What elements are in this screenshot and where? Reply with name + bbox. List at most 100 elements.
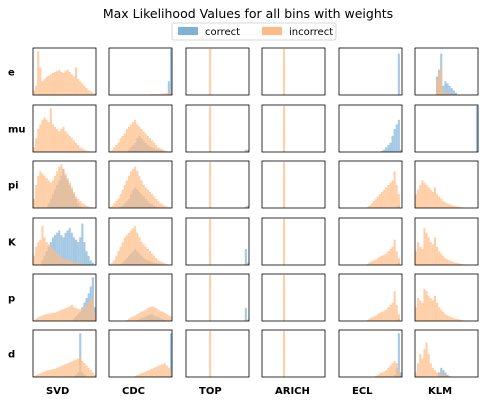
bar-incorrect <box>140 373 143 377</box>
bar-incorrect <box>125 320 128 321</box>
bar-incorrect <box>51 312 54 321</box>
bar-incorrect <box>81 360 84 377</box>
bar-incorrect <box>123 133 126 152</box>
bar-incorrect <box>433 370 436 377</box>
bar-incorrect <box>79 147 82 152</box>
bar-incorrect <box>109 207 112 208</box>
bar-incorrect <box>436 302 439 321</box>
bar-incorrect <box>66 307 69 321</box>
bar-incorrect <box>423 349 426 377</box>
bar-incorrect <box>159 261 162 265</box>
panel-frame <box>108 273 173 322</box>
bar-incorrect <box>136 232 139 265</box>
bar-incorrect <box>142 131 145 152</box>
bar-incorrect <box>378 194 381 208</box>
bar-incorrect <box>163 312 166 321</box>
bar-incorrect <box>387 367 390 377</box>
bar-incorrect <box>161 262 164 265</box>
bar-incorrect <box>209 275 212 321</box>
bar-incorrect <box>368 318 371 321</box>
bar-incorrect <box>450 205 453 208</box>
bar-incorrect <box>391 363 394 377</box>
bar-correct <box>387 145 390 152</box>
bar-incorrect <box>433 187 436 208</box>
bar-incorrect <box>85 304 88 321</box>
column-label-top: TOP <box>199 386 222 397</box>
bar-incorrect <box>72 140 75 152</box>
bar-incorrect <box>391 302 394 321</box>
bar-incorrect <box>140 242 143 265</box>
bar-incorrect <box>56 253 59 265</box>
bar-incorrect <box>41 315 44 321</box>
bar-incorrect <box>142 372 145 377</box>
bar-correct <box>58 230 61 265</box>
panel-mu-klm <box>414 104 479 153</box>
bar-incorrect <box>136 375 139 377</box>
bar-incorrect <box>454 318 457 321</box>
panel-frame <box>108 160 173 209</box>
bar-incorrect <box>109 264 112 265</box>
bar-incorrect <box>43 117 46 152</box>
bar-incorrect <box>446 259 449 265</box>
panel-frame <box>108 47 173 96</box>
bar-incorrect <box>39 373 42 377</box>
bar-incorrect <box>81 263 84 265</box>
bar-correct <box>244 149 247 152</box>
bar-correct <box>81 223 84 265</box>
panel-d-cdc <box>108 329 173 378</box>
bar-incorrect <box>155 258 158 265</box>
bar-incorrect <box>442 374 445 377</box>
bar-correct <box>444 81 447 95</box>
bar-incorrect <box>436 194 439 208</box>
bar-incorrect <box>393 291 396 321</box>
bar-incorrect <box>138 126 141 152</box>
panel-frame <box>338 217 403 266</box>
bar-incorrect <box>144 246 147 265</box>
panel-frame <box>32 104 97 153</box>
bar-correct <box>70 232 73 265</box>
bar-incorrect <box>56 129 59 152</box>
bar-correct <box>66 230 69 265</box>
panel-frame <box>414 104 479 153</box>
panel-frame <box>261 329 326 378</box>
bar-correct <box>83 242 86 265</box>
bar-incorrect <box>77 145 80 152</box>
legend-frame <box>171 22 337 41</box>
bar-incorrect <box>246 207 249 208</box>
panel-pi-klm <box>414 160 479 209</box>
bar-incorrect <box>41 225 44 265</box>
bar-incorrect <box>415 251 418 265</box>
bar-incorrect <box>47 244 50 265</box>
bar-incorrect <box>130 230 133 265</box>
bar-incorrect <box>151 140 154 152</box>
row-label-e: e <box>8 68 15 79</box>
bar-incorrect <box>444 314 447 321</box>
bar-correct <box>64 232 67 265</box>
bar-incorrect <box>391 246 394 265</box>
bar-incorrect <box>415 372 418 377</box>
bar-incorrect <box>70 187 73 208</box>
panel-K-arich <box>261 217 326 266</box>
bar-incorrect <box>372 260 375 265</box>
bar-incorrect <box>433 295 436 321</box>
bar-incorrect <box>169 91 172 95</box>
bar-incorrect <box>113 260 116 265</box>
bar-incorrect <box>151 253 154 265</box>
bar-incorrect <box>381 191 384 208</box>
bar-incorrect <box>35 138 38 152</box>
bar-incorrect <box>64 173 67 208</box>
bar-incorrect <box>37 317 40 321</box>
bar-incorrect <box>438 373 441 377</box>
bar-incorrect <box>283 331 286 377</box>
bar-incorrect <box>58 255 61 265</box>
bar-correct <box>169 333 172 377</box>
bar-incorrect <box>45 76 48 95</box>
bar-incorrect <box>62 72 65 95</box>
bar-incorrect <box>123 237 126 265</box>
bar-incorrect <box>438 307 441 321</box>
panels <box>32 47 479 378</box>
bar-incorrect <box>161 149 164 152</box>
panel-frame <box>32 217 97 266</box>
panel-e-arich <box>261 47 326 96</box>
bar-incorrect <box>39 316 42 321</box>
